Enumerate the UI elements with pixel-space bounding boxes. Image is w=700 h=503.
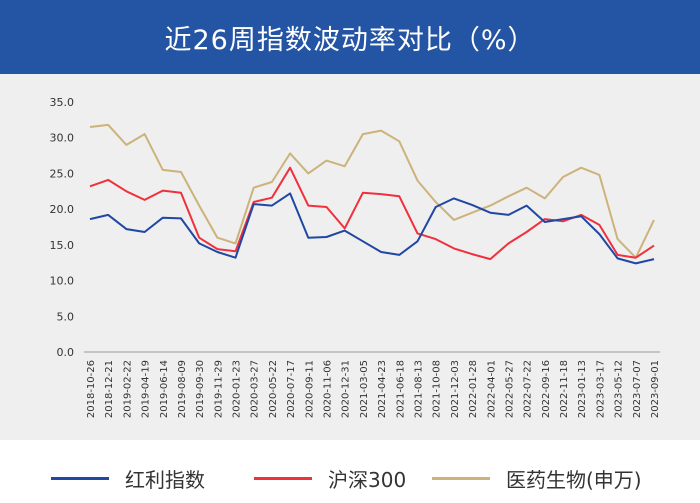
chart-area: 0.0 5.0 10.0 15.0 20.0 25.0 30.0 35.0 2018-10-26…	[0, 74, 700, 440]
legend-swatch-dividend-index	[51, 477, 109, 480]
x-tick-label: 2021-03-05	[359, 360, 370, 418]
x-tick-label: 2021-04-23	[377, 360, 388, 418]
x-tick-label: 2019-11-29	[213, 360, 224, 418]
x-tick-label: 2021-06-18	[395, 360, 406, 418]
x-tick-label: 2018-12-21	[104, 360, 115, 418]
x-tick-label: 2020-09-11	[304, 360, 315, 418]
y-tick-label: 25.0	[50, 167, 75, 180]
x-tick-label: 2018-10-26	[86, 360, 97, 418]
x-tick-label: 2020-07-17	[286, 360, 297, 418]
x-tick-label: 2019-08-09	[177, 360, 188, 418]
x-tick-label: 2020-05-22	[268, 360, 279, 418]
legend-item-dividend-index: 红利指数	[51, 464, 205, 493]
x-tick-label: 2020-03-27	[250, 360, 261, 418]
x-tick-label: 2022-11-18	[559, 360, 570, 418]
chart-legend: 红利指数 沪深300 医药生物(申万)	[0, 440, 700, 503]
x-tick-label: 2023-09-01	[650, 360, 661, 418]
x-tick-label: 2022-09-16	[541, 360, 552, 418]
legend-label-dividend-index: 红利指数	[125, 468, 205, 492]
x-tick-label: 2019-02-22	[122, 360, 133, 418]
legend-item-pharma: 医药生物(申万)	[432, 464, 642, 493]
x-tick-label: 2022-07-22	[523, 360, 534, 418]
x-tick-label: 2019-09-30	[195, 360, 206, 418]
x-tick-label: 2023-07-07	[632, 360, 643, 418]
legend-swatch-csi300	[254, 477, 312, 480]
y-tick-label: 35.0	[50, 96, 75, 109]
x-tick-label: 2020-12-31	[341, 360, 352, 418]
legend-label-csi300: 沪深300	[328, 468, 407, 492]
y-tick-label: 0.0	[57, 346, 75, 359]
x-tick-label: 2021-08-13	[413, 360, 424, 418]
x-tick-label: 2022-04-01	[486, 360, 497, 418]
series-line-2	[89, 166, 655, 261]
series-line-1	[89, 192, 655, 265]
x-tick-label: 2021-10-08	[432, 360, 443, 418]
y-tick-label: 15.0	[50, 239, 75, 252]
x-tick-label: 2023-03-17	[595, 360, 606, 418]
x-tick-label: 2020-11-06	[323, 360, 334, 418]
y-tick-label: 10.0	[50, 275, 75, 288]
x-tick-label: 2023-01-13	[577, 360, 588, 418]
y-tick-label: 5.0	[57, 310, 75, 323]
legend-item-csi300: 沪深300	[254, 464, 406, 493]
x-tick-label: 2021-12-03	[450, 360, 461, 418]
chart-header: 近26周指数波动率对比（%）	[0, 0, 700, 74]
y-tick-label: 20.0	[50, 203, 75, 216]
x-tick-label: 2022-01-28	[468, 360, 479, 418]
x-tick-label: 2019-04-19	[141, 360, 152, 418]
x-tick-label: 2022-05-27	[504, 360, 515, 418]
chart-title: 近26周指数波动率对比（%）	[164, 24, 536, 56]
x-tick-label: 2023-05-12	[614, 360, 625, 418]
legend-label-pharma: 医药生物(申万)	[506, 468, 642, 492]
line-chart: 0.0 5.0 10.0 15.0 20.0 25.0 30.0 35.0 2018-10-26…	[50, 96, 662, 418]
series-line-3	[89, 123, 655, 259]
x-tick-label: 2020-01-23	[232, 360, 243, 418]
legend-swatch-pharma	[432, 477, 490, 480]
y-tick-label: 30.0	[50, 132, 75, 145]
x-tick-label: 2019-06-14	[159, 360, 170, 418]
